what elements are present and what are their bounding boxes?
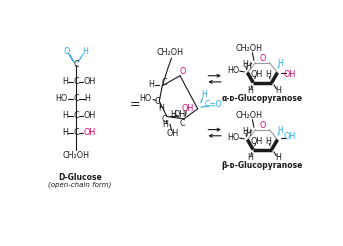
Text: OH: OH xyxy=(84,128,96,137)
Text: H: H xyxy=(277,126,283,135)
Text: OH: OH xyxy=(167,129,179,138)
Text: H: H xyxy=(82,47,88,56)
Text: H: H xyxy=(275,86,281,95)
Text: H: H xyxy=(242,127,248,137)
Text: H: H xyxy=(62,128,68,137)
Text: C: C xyxy=(155,97,161,106)
Text: CH₂OH: CH₂OH xyxy=(236,111,263,120)
Text: H: H xyxy=(265,70,272,79)
Text: CH₂OH: CH₂OH xyxy=(156,48,184,57)
Text: HO: HO xyxy=(55,94,68,103)
Text: C: C xyxy=(73,77,79,86)
Text: O: O xyxy=(180,67,186,76)
Text: H: H xyxy=(265,137,272,146)
Text: H: H xyxy=(275,153,281,162)
Text: C: C xyxy=(179,119,185,128)
Text: HO: HO xyxy=(139,94,152,103)
Text: OH: OH xyxy=(250,137,262,146)
Text: (open-chain form): (open-chain form) xyxy=(48,182,111,188)
Text: CH₂OH: CH₂OH xyxy=(236,44,263,53)
Text: α-ᴅ-Glucopyranose: α-ᴅ-Glucopyranose xyxy=(222,93,303,103)
Text: C: C xyxy=(73,94,79,103)
Text: D-Glucose: D-Glucose xyxy=(58,173,102,182)
Text: O: O xyxy=(64,47,70,56)
Text: H: H xyxy=(245,129,251,138)
Text: OH: OH xyxy=(181,104,194,113)
Text: H: H xyxy=(149,80,154,89)
Text: H: H xyxy=(201,91,207,99)
Text: HO: HO xyxy=(227,133,240,142)
Text: OH: OH xyxy=(284,70,296,79)
Text: OH: OH xyxy=(284,132,296,141)
Text: C: C xyxy=(73,61,79,69)
Text: O: O xyxy=(259,54,265,62)
Text: OH: OH xyxy=(84,77,96,86)
Text: β-ᴅ-Glucopyranose: β-ᴅ-Glucopyranose xyxy=(222,161,303,169)
Text: H: H xyxy=(245,62,251,71)
Text: H: H xyxy=(247,153,253,162)
Text: H: H xyxy=(242,61,248,69)
Text: C=O: C=O xyxy=(204,100,222,109)
Text: CH₂OH: CH₂OH xyxy=(62,151,90,160)
Text: H: H xyxy=(84,94,90,103)
Text: H: H xyxy=(158,104,164,113)
Text: OH: OH xyxy=(173,110,185,120)
Text: H: H xyxy=(62,111,68,120)
Text: C: C xyxy=(161,115,167,124)
Text: C: C xyxy=(73,128,79,137)
Text: C: C xyxy=(161,78,167,87)
Text: O: O xyxy=(259,121,265,129)
Text: H: H xyxy=(277,59,283,68)
Text: OH: OH xyxy=(84,111,96,120)
Text: OH: OH xyxy=(250,70,262,79)
Text: C: C xyxy=(73,111,79,120)
Text: HO: HO xyxy=(227,66,240,75)
Text: =: = xyxy=(129,98,140,111)
Text: H: H xyxy=(62,77,68,86)
Text: H: H xyxy=(163,120,168,129)
Text: H: H xyxy=(170,110,176,119)
Text: H: H xyxy=(247,86,253,95)
